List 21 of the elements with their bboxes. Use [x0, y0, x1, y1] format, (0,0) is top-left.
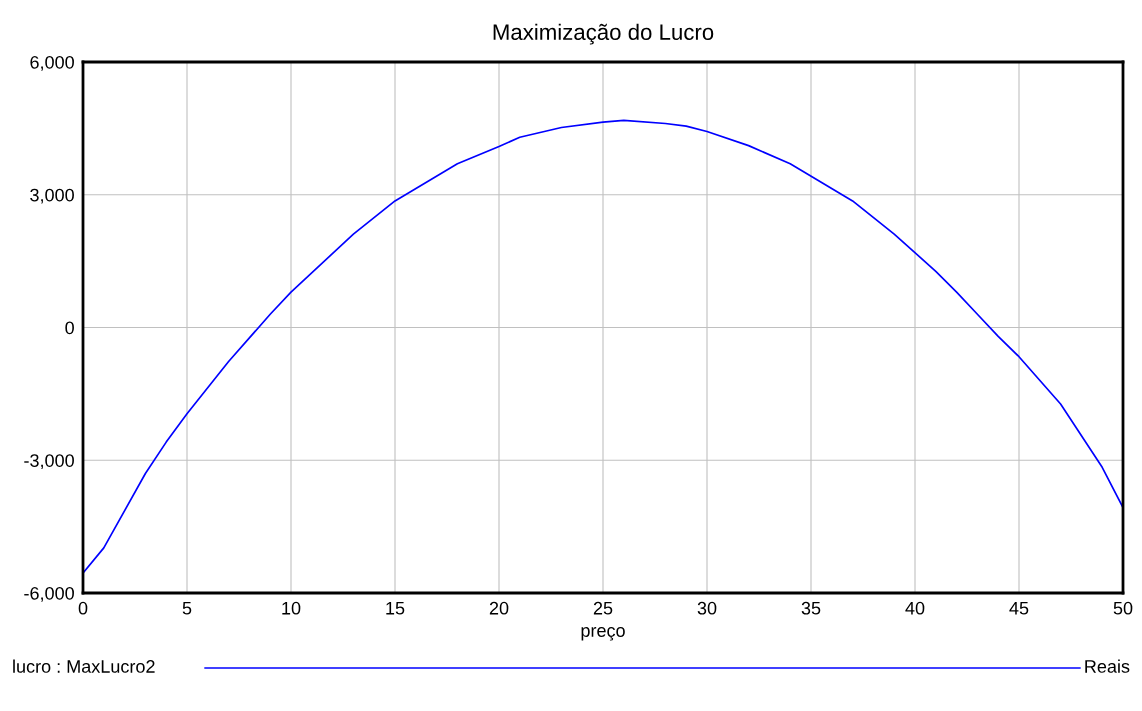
x-tick-label: 30 [697, 601, 717, 615]
chart-title: Maximização do Lucro [493, 23, 714, 45]
x-tick-label: 20 [489, 601, 509, 615]
x-tick-label: 10 [282, 601, 301, 615]
line-series [83, 119, 1123, 574]
x-axis-title: preço [581, 627, 625, 641]
x-tick-label: 0 [78, 601, 88, 615]
x-tick-label: 45 [1009, 602, 1029, 615]
y-tick-label: 3,000 [30, 188, 74, 204]
x-tick-label: 35 [801, 601, 821, 615]
y-tick-label: -3,000 [24, 454, 74, 470]
text: Reais [1085, 659, 1130, 673]
y-tick-label: 0 [65, 321, 74, 335]
x-tick-label: 40 [905, 601, 925, 615]
x-tick-label: 5 [182, 602, 192, 615]
x-tick-label: 50 [1113, 601, 1133, 615]
x-tick-label: 15 [386, 602, 405, 615]
x-tick-label: 25 [593, 601, 613, 615]
y-tick-label: 6,000 [30, 55, 74, 71]
text: lucro : MaxLucro2 [13, 659, 155, 673]
y-tick-label: -6,000 [24, 586, 74, 602]
